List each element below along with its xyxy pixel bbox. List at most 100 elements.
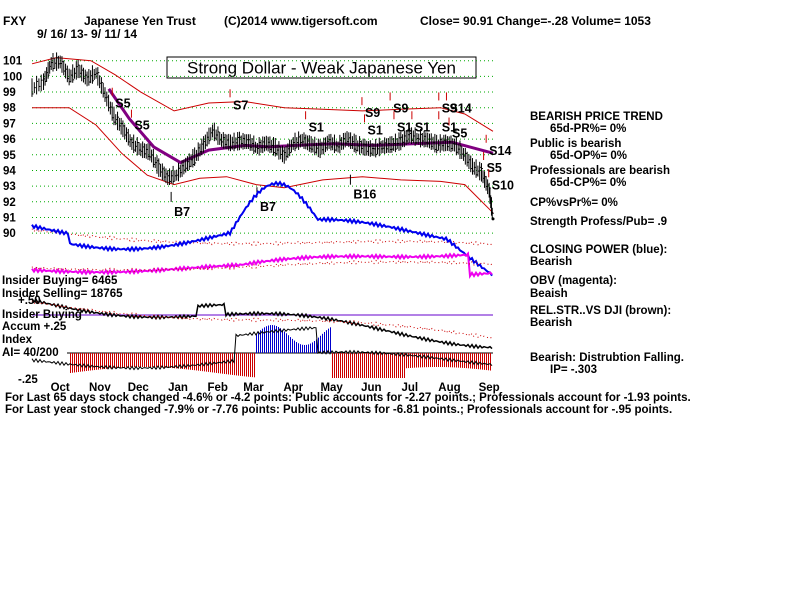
price-stats: Close= 90.91 Change=-.28 Volume= 1053	[420, 14, 651, 28]
accum-bar	[240, 353, 241, 376]
accum-bar	[476, 353, 477, 370]
y-tick-label: 99	[3, 87, 16, 99]
accum-bar	[304, 344, 305, 353]
accum-bar	[124, 353, 125, 368]
accum-bar	[150, 353, 151, 368]
x-tick-label: Jul	[401, 382, 418, 394]
accum-bar	[410, 353, 411, 368]
signal-label: S5	[487, 161, 502, 175]
accum-bar	[228, 353, 229, 375]
accum-bar	[184, 353, 185, 370]
y-tick-label: 95	[3, 150, 16, 162]
accum-bar	[118, 353, 119, 368]
x-tick-label: Feb	[207, 382, 227, 394]
accum-bar	[464, 353, 465, 369]
accum-bar	[144, 353, 145, 368]
y-tick-label: 90	[3, 228, 16, 240]
accum-bar	[178, 353, 179, 369]
accum-bar	[320, 335, 321, 353]
accum-bar	[108, 353, 109, 369]
accum-bar	[272, 325, 273, 353]
accum-bar	[128, 353, 129, 368]
lower-band-line	[32, 107, 494, 214]
accum-bar	[386, 353, 387, 378]
footer-year-summary: For Last year stock changed -7.9% or -7.…	[5, 404, 672, 416]
accum-bar	[200, 353, 201, 371]
accum-bar	[490, 353, 491, 371]
accum-bar	[348, 353, 349, 378]
accum-bar	[110, 353, 111, 369]
accum-bar	[488, 353, 489, 371]
accum-bar	[478, 353, 479, 370]
accum-bar	[404, 353, 405, 378]
x-tick-label: Mar	[243, 382, 264, 394]
accum-bar	[146, 353, 147, 368]
signal-label: S9	[393, 101, 408, 115]
signal-label: S7	[233, 98, 248, 112]
accum-bar	[376, 353, 377, 378]
accum-bar	[322, 333, 323, 353]
accum-bar	[306, 344, 307, 353]
x-tick-label: Dec	[128, 382, 150, 394]
accum-bar	[90, 353, 91, 371]
signal-label: S1	[442, 120, 457, 134]
accum-bar	[206, 353, 207, 372]
signal-label: S1	[309, 120, 324, 134]
accum-bar	[134, 353, 135, 368]
accum-bar	[120, 353, 121, 368]
accum-bar	[288, 335, 289, 353]
accum-bar	[334, 353, 335, 378]
accum-minus25-label: -.25	[18, 374, 38, 386]
accum-bar	[430, 353, 431, 368]
accum-bar	[416, 353, 417, 368]
accum-bar	[190, 353, 191, 370]
accum-bar	[242, 353, 243, 377]
accum-bar	[284, 331, 285, 353]
summary-line: Bearish	[530, 317, 572, 329]
accum-bar	[290, 337, 291, 353]
accum-bar	[352, 353, 353, 378]
accum-bar	[174, 353, 175, 369]
accum-bar	[456, 353, 457, 368]
accum-bar	[400, 353, 401, 378]
x-tick-label: May	[320, 382, 343, 394]
accum-bar	[248, 353, 249, 377]
accum-bar	[388, 353, 389, 378]
accum-bar	[114, 353, 115, 369]
accum-bar	[198, 353, 199, 371]
accum-bar	[70, 353, 71, 373]
summary-line: Professionals are bearish	[530, 165, 670, 177]
y-axis-ticks: 101 100 99 98 97 96 95 94 93 92 91 90	[3, 56, 23, 240]
summary-line: Bearish	[530, 256, 572, 268]
accum-bar	[164, 353, 165, 368]
accum-bar	[382, 353, 383, 378]
accum-bar	[166, 353, 167, 368]
accum-bar	[474, 353, 475, 369]
signal-label: S9	[365, 106, 380, 120]
insider-selling-count: Insider Selling= 18765	[2, 288, 123, 300]
accum-bar	[82, 353, 83, 372]
accum-bar	[188, 353, 189, 370]
accum-bar	[408, 353, 409, 369]
y-tick-label: 94	[3, 165, 16, 177]
accum-plus25-label: Accum +.25	[2, 321, 67, 333]
accum-bar	[438, 353, 439, 368]
summary-line: CP%vsPr%= 0%	[530, 197, 618, 209]
accum-bar	[256, 333, 257, 353]
accum-bar	[126, 353, 127, 368]
insider-buying-count: Insider Buying= 6465	[2, 275, 118, 287]
accum-bar	[328, 328, 329, 353]
accum-bar	[204, 353, 205, 372]
accum-bar	[168, 353, 169, 368]
y-tick-label: 100	[3, 71, 22, 83]
accum-bar	[312, 342, 313, 353]
accum-bar	[104, 353, 105, 370]
accum-bar	[340, 353, 341, 378]
accum-bar	[402, 353, 403, 378]
accum-bar	[260, 330, 261, 353]
accum-bar	[406, 353, 407, 369]
accum-bar	[332, 353, 333, 378]
summary-line: REL.STR..VS DJI (brown):	[530, 305, 671, 317]
moving-average-line	[107, 88, 494, 165]
accum-bar	[98, 353, 99, 370]
